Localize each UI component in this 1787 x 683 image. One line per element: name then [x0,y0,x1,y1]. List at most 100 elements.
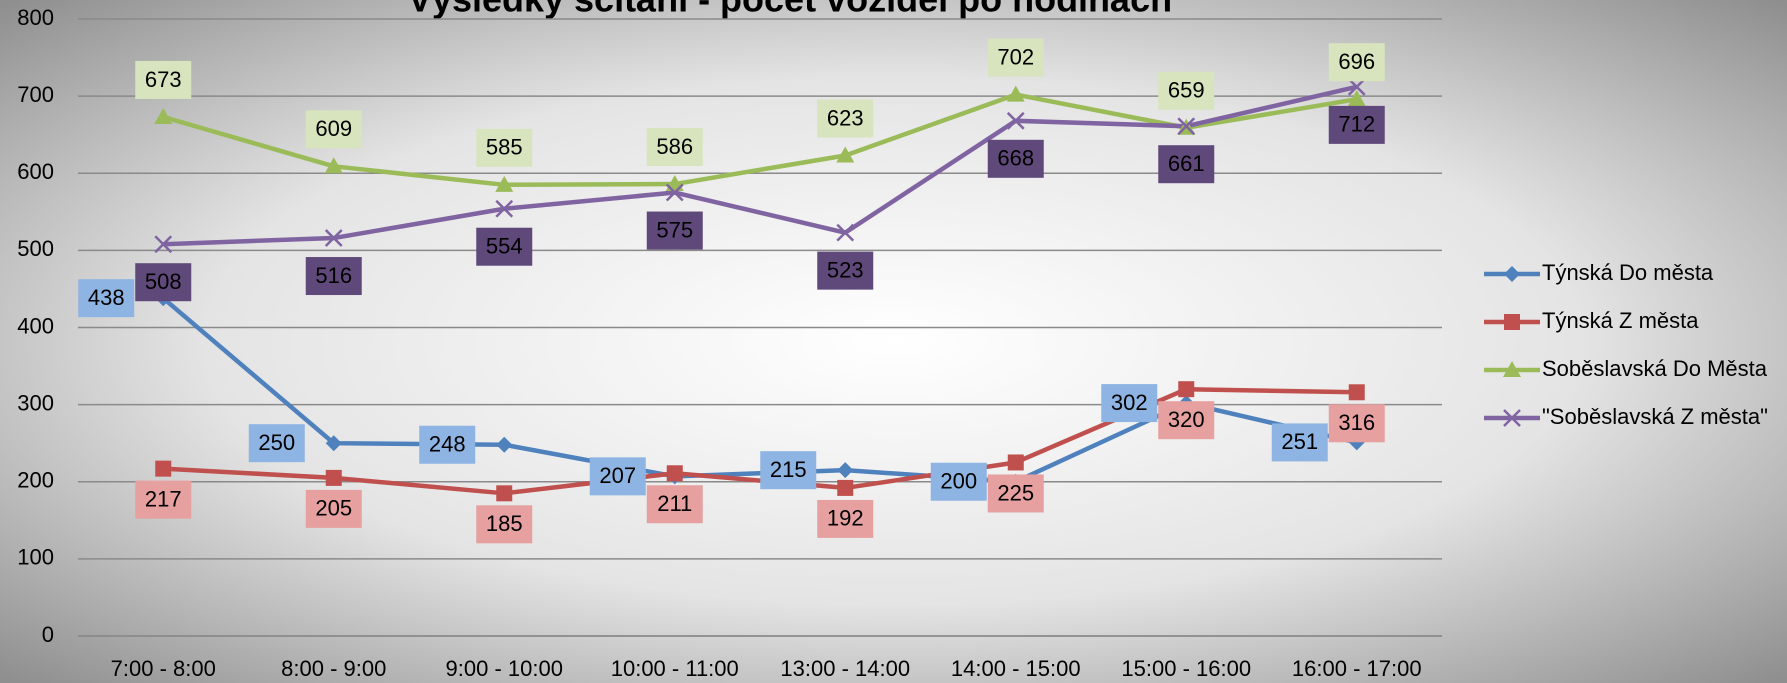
data-label: 192 [827,506,864,531]
data-label: 217 [145,486,182,511]
data-label-box [1158,145,1215,184]
data-label-box [476,227,533,266]
marker [1178,381,1195,398]
marker-square [837,479,854,496]
marker [666,465,683,482]
data-label: 438 [88,285,125,310]
marker-triangle [154,107,173,124]
x-tick-label: 10:00 - 11:00 [611,656,739,681]
data-label-box [135,60,192,99]
marker [324,229,343,247]
data-label: 586 [656,134,693,159]
data-label: 516 [315,263,352,288]
marker-diamond [325,435,342,452]
marker [1347,77,1366,96]
marker-triangle [1503,361,1521,377]
data-label: 215 [770,457,807,482]
marker [1504,266,1520,282]
data-label: 554 [486,234,523,259]
data-label-box [1328,43,1385,82]
data-label: 668 [997,146,1034,171]
marker-x [1006,111,1025,130]
data-label-box [1328,404,1385,443]
marker [837,462,854,479]
data-label-box [305,110,362,149]
marker [665,183,684,202]
marker-diamond [496,436,513,453]
data-label-box [305,257,362,296]
marker-x [154,235,173,254]
x-tick-label: 8:00 - 9:00 [281,656,386,681]
data-label: 659 [1168,78,1205,103]
data-label-box [930,462,987,501]
data-label: 702 [997,44,1034,69]
marker [325,469,342,486]
marker-x [1177,117,1196,136]
y-tick-label: 300 [17,390,54,415]
data-label-box [135,480,192,519]
marker-x [836,223,855,242]
data-label-box [305,489,362,528]
data-label-box [646,485,703,524]
data-label-box [419,425,476,464]
data-label-box [589,457,646,496]
data-label-box [817,499,874,538]
data-label: 673 [145,67,182,92]
marker [496,485,513,502]
marker [1347,90,1366,107]
chart-title: Výsledky sčítání - počet vozidel po hodi… [408,0,1172,20]
series-line [162,92,1358,188]
data-label: 712 [1338,112,1375,137]
series-line [163,386,1357,496]
y-tick-label: 400 [17,313,54,338]
data-label-box [1158,71,1215,110]
data-label-box [135,263,192,302]
x-tick-label: 7:00 - 8:00 [111,656,216,681]
data-label: 661 [1168,151,1205,176]
marker [1007,454,1024,471]
marker-square [1178,381,1195,398]
data-label-box [987,474,1044,513]
y-tick-label: 500 [17,236,54,261]
data-label-box [817,99,874,138]
marker [154,107,173,124]
marker [324,157,343,174]
data-label: 302 [1111,390,1148,415]
legend-label: Týnská Z města [1542,308,1699,333]
y-tick-label: 200 [17,468,54,493]
marker-triangle [324,157,343,174]
marker [1503,361,1521,377]
marker-square [1504,314,1520,330]
marker [837,479,854,496]
data-label: 523 [827,257,864,282]
data-label-box [476,128,533,167]
marker-square [325,469,342,486]
data-label-box [1328,105,1385,144]
marker-square [666,465,683,482]
data-label-box [646,211,703,250]
data-label: 320 [1168,407,1205,432]
data-label: 250 [258,430,295,455]
data-label-box [1101,384,1158,423]
x-tick-label: 16:00 - 17:00 [1292,656,1422,681]
marker [1348,384,1365,401]
data-label-box [987,38,1044,77]
data-label-box [1271,423,1328,462]
marker [1006,85,1025,102]
data-label-box [817,251,874,290]
marker-square [155,460,172,477]
marker-x [1347,77,1366,96]
marker [1177,117,1196,136]
x-tick-label: 13:00 - 14:00 [780,656,910,681]
marker [496,436,513,453]
marker [155,460,172,477]
data-label: 200 [940,469,977,494]
data-label: 251 [1281,429,1318,454]
marker-x [495,199,514,218]
x-tick-label: 9:00 - 10:00 [446,656,563,681]
x-tick-label: 15:00 - 16:00 [1121,656,1251,681]
y-tick-label: 700 [17,82,54,107]
